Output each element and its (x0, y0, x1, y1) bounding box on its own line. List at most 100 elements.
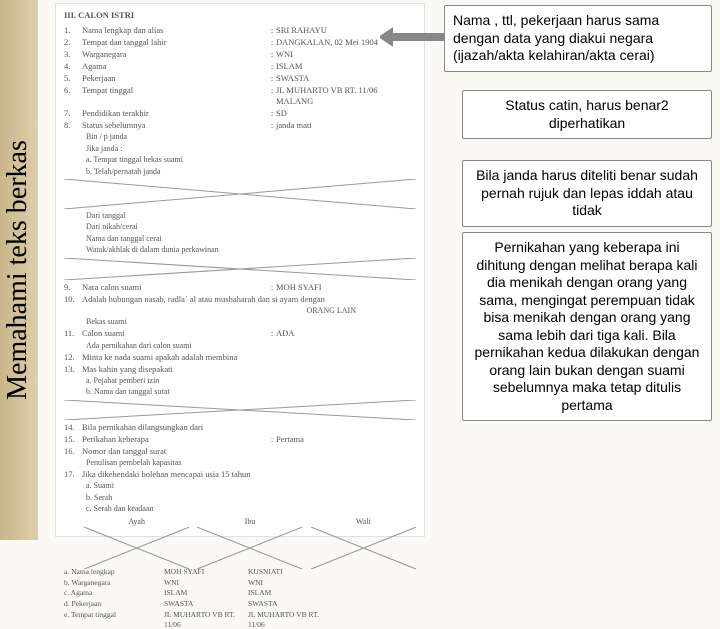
val-a: SWASTA (164, 599, 248, 609)
label: Calon suami (82, 328, 268, 339)
num: 17. (64, 469, 82, 480)
form-row: 14. Bila pernikahan dilangsungkan dari (64, 422, 416, 433)
callout-pernikahan: Pernikahan yang keberapa ini dihitung de… (462, 232, 712, 421)
val-b: ISLAM (248, 588, 332, 598)
val-c (332, 599, 416, 609)
vertical-title: Memahami teks berkas (2, 10, 34, 530)
form-row: 1.Nama lengkap dan alias:SRI RAHAYU (64, 25, 416, 36)
num: 4. (64, 61, 82, 72)
val-b: WNI (248, 578, 332, 588)
label: Nomor dan tanggal surat (82, 446, 416, 457)
form-row: a. Nama lengkapMOH SYAFIKUSNIATI (64, 567, 416, 577)
label: Jika dikehendaki bolehan mencapai usia 1… (82, 469, 416, 480)
form-row: b. WarganegaraWNIWNI (64, 578, 416, 588)
val-c (332, 588, 416, 598)
form-sub: Penulisan pembelah kapasitas (64, 458, 416, 468)
form-row: e. Tempat tinggal JL MUHARTO VB RT. 11/06… (64, 610, 416, 629)
num: 15. (64, 434, 82, 445)
form-row: 7.Pendidikan terakhir:SD (64, 108, 416, 119)
num: 6. (64, 85, 82, 107)
form-row: 5.Pekerjaan:SWASTA (64, 73, 416, 84)
form-row: 13. Mas kahin yang disepakati (64, 364, 416, 375)
form-sub: Dari tanggal (64, 211, 416, 221)
form-row: 12. Minta ke nada suami apakah adalah me… (64, 352, 416, 363)
form-row: 16. Nomor dan tanggal surat (64, 446, 416, 457)
callout-status: Status catin, harus benar2 diperhatikan (462, 90, 712, 139)
callout-text: Pernikahan yang keberapa ini dihitung de… (475, 239, 700, 413)
form-sub: Ada pernikahan dari calon suami (64, 341, 416, 351)
label: Pendidikan terakhir (82, 108, 268, 119)
form-document: III. CALON ISTRI 1.Nama lengkap dan alia… (55, 3, 425, 537)
num: 2. (64, 37, 82, 48)
triple-cols: Ayah Ibu Wali (64, 517, 416, 567)
form-sub: b. Serah (64, 493, 416, 503)
val: ISLAM (276, 61, 416, 72)
label: Nara calon suami (82, 282, 268, 293)
callout-text: Status catin, harus benar2 diperhatikan (505, 97, 668, 131)
val-b: JL MUHARTO VB RT. 11/06 (248, 610, 332, 629)
label: Status sebelumnya (82, 120, 268, 131)
label: Bila pernikahan dilangsungkan dari (82, 422, 416, 433)
form-sub: Watak/akhlak di dalam dunia perkawinan (64, 245, 416, 255)
num: 14. (64, 422, 82, 433)
form-sub: b. Telah/pernatah janda (64, 167, 416, 177)
form-sub: Bekas suami (64, 317, 416, 327)
val: SD (276, 108, 416, 119)
label: Perikahan keberapa (82, 434, 268, 445)
num: 3. (64, 49, 82, 60)
val: JL MUHARTO VB RT. 11/06 MALANG (276, 85, 416, 107)
form-row: 17. Jika dikehendaki bolehan mencapai us… (64, 469, 416, 480)
val: janda mati (276, 120, 416, 131)
label: Agama (82, 61, 268, 72)
form-row: 6.Tempat tinggal:JL MUHARTO VB RT. 11/06… (64, 85, 416, 107)
form-sub: a. Pejabat pemberi izin (64, 376, 416, 386)
section-header: III. CALON ISTRI (64, 10, 416, 21)
form-row: 10. Adalah hubungan nasab, radla´ al ata… (64, 294, 416, 305)
num: 10. (64, 294, 82, 305)
form-sub: b. Nama dan tanggal surat (64, 387, 416, 397)
num: 12. (64, 352, 82, 363)
val: ADA (276, 328, 416, 339)
label: a. Nama lengkap (64, 567, 164, 577)
num: 5. (64, 73, 82, 84)
num: 7. (64, 108, 82, 119)
col-head: Wali (311, 517, 416, 527)
form-row: 11. Calon suami : ADA (64, 328, 416, 339)
form-row: 3.Warganegara:WNI (64, 49, 416, 60)
form-sub: Nama dan tanggal cerai (64, 234, 416, 244)
num: 8. (64, 120, 82, 131)
crossed-box (64, 258, 416, 280)
num: 13. (64, 364, 82, 375)
val-b: KUSNIATI (248, 567, 332, 577)
label: e. Tempat tinggal (64, 610, 164, 629)
val-c (332, 578, 416, 588)
label: Adalah hubungan nasab, radla´ al atau mu… (82, 294, 416, 305)
label: Nama lengkap dan alias (82, 25, 268, 36)
form-sub: a. Suami (64, 481, 416, 491)
form-sub: Dari nikah/cerai (64, 222, 416, 232)
val-c (332, 567, 416, 577)
form-sub: ORANG LAIN (64, 306, 416, 316)
val: Pertama (276, 434, 416, 445)
label: Pekerjaan (82, 73, 268, 84)
val: SWASTA (276, 73, 416, 84)
num: 11. (64, 328, 82, 339)
callout-nama: Nama , ttl, pekerjaan harus sama dengan … (444, 5, 712, 72)
col-head: Ibu (197, 517, 302, 527)
callout-text: Nama , ttl, pekerjaan harus sama dengan … (453, 12, 659, 63)
val-b: SWASTA (248, 599, 332, 609)
crossed-box (64, 179, 416, 209)
vertical-title-text: Memahami teks berkas (2, 140, 33, 400)
label: Minta ke nada suami apakah adalah membin… (82, 352, 416, 363)
label: Warganegara (82, 49, 268, 60)
col-head: Ayah (84, 517, 189, 527)
val-a: WNI (164, 578, 248, 588)
val: MOH SYAFI (276, 282, 416, 293)
label: Tempat dan tanggal lahir (82, 37, 268, 48)
val-c (332, 610, 416, 629)
callout-text: Bila janda harus diteliti benar sudah pe… (476, 167, 698, 218)
num: 1. (64, 25, 82, 36)
num: 9. (64, 282, 82, 293)
num: 16. (64, 446, 82, 457)
label: Tempat tinggal (82, 85, 268, 107)
